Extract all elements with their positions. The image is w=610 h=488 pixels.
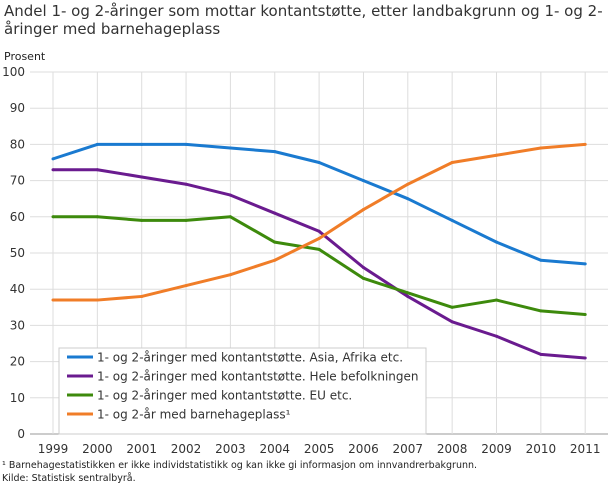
- y-tick-label: 90: [10, 101, 25, 115]
- legend-box: [58, 347, 427, 435]
- footnote: ¹ Barnehagestatistikken er ikke individs…: [2, 460, 478, 471]
- data-point: [495, 334, 498, 338]
- x-tick-label: 2002: [171, 442, 202, 456]
- y-tick-label: 60: [10, 210, 25, 224]
- data-point: [95, 142, 99, 146]
- data-point: [140, 175, 144, 179]
- data-point: [140, 218, 144, 222]
- x-tick-label: 2007: [393, 442, 424, 456]
- data-point: [95, 168, 99, 172]
- x-tick-label: 2008: [437, 442, 468, 456]
- chart-title: Andel 1- og 2-åringer som mottar kontant…: [4, 2, 603, 38]
- x-tick-label: 2006: [348, 442, 379, 456]
- x-tick-label: 2009: [481, 442, 512, 456]
- data-point: [184, 218, 188, 222]
- data-point: [406, 294, 410, 298]
- data-point: [317, 161, 321, 164]
- data-point: [539, 258, 543, 262]
- y-tick-label: 80: [10, 137, 25, 151]
- source: Kilde: Statistisk sentralbyrå.: [2, 473, 136, 484]
- y-tick-label: 50: [10, 246, 25, 260]
- data-point: [539, 352, 543, 356]
- data-point: [95, 215, 99, 219]
- data-point: [317, 237, 321, 241]
- data-point: [583, 262, 587, 266]
- x-tick-label: 1999: [38, 442, 69, 456]
- y-tick-label: 40: [10, 282, 25, 296]
- data-point: [228, 215, 232, 219]
- data-point: [140, 294, 144, 298]
- data-point: [495, 240, 498, 244]
- legend-label: 1- og 2-år med barnehageplass¹: [97, 408, 291, 422]
- legend-label: 1- og 2-åringer med kontantstøtte. EU et…: [97, 389, 352, 403]
- data-point: [539, 146, 543, 150]
- data-point: [583, 313, 587, 317]
- data-point: [228, 146, 232, 150]
- data-point: [273, 150, 277, 154]
- data-point: [273, 211, 277, 215]
- data-point: [51, 215, 55, 219]
- x-tick-label: 2001: [126, 442, 157, 456]
- data-point: [273, 240, 277, 244]
- data-point: [317, 247, 321, 251]
- data-point: [184, 284, 188, 288]
- y-tick-label: 100: [2, 65, 25, 79]
- data-point: [583, 142, 587, 146]
- data-point: [406, 197, 410, 201]
- x-tick-label: 2003: [215, 442, 246, 456]
- data-point: [406, 291, 410, 295]
- data-point: [51, 298, 55, 302]
- y-tick-label: 10: [10, 391, 25, 405]
- data-point: [450, 161, 454, 164]
- data-point: [140, 142, 144, 146]
- data-point: [184, 182, 188, 186]
- data-point: [51, 157, 55, 161]
- data-point: [51, 168, 55, 172]
- data-point: [361, 179, 365, 183]
- data-point: [95, 298, 99, 302]
- data-point: [361, 265, 365, 269]
- data-point: [361, 208, 365, 212]
- y-tick-label: 20: [10, 355, 25, 369]
- data-point: [450, 320, 454, 324]
- data-point: [184, 142, 188, 146]
- data-point: [450, 218, 454, 222]
- x-tick-label: 2005: [304, 442, 335, 456]
- y-axis-label: Prosent: [4, 50, 46, 63]
- legend-label: 1- og 2-åringer med kontantstøtte. Asia,…: [97, 351, 403, 365]
- data-point: [495, 153, 498, 157]
- x-tick-label: 2010: [526, 442, 557, 456]
- data-point: [228, 273, 232, 277]
- data-point: [450, 305, 454, 309]
- data-point: [228, 193, 232, 197]
- y-tick-label: 0: [17, 427, 25, 441]
- data-point: [317, 229, 321, 233]
- data-point: [583, 356, 587, 360]
- data-point: [361, 276, 365, 280]
- x-tick-label: 2011: [570, 442, 601, 456]
- data-point: [539, 309, 543, 313]
- y-tick-label: 70: [10, 174, 25, 188]
- x-tick-label: 2000: [82, 442, 113, 456]
- data-point: [406, 182, 410, 186]
- data-point: [273, 258, 277, 262]
- data-point: [495, 298, 498, 302]
- x-tick-label: 2004: [259, 442, 290, 456]
- y-tick-label: 30: [10, 318, 25, 332]
- legend-label: 1- og 2-åringer med kontantstøtte. Hele …: [97, 370, 419, 384]
